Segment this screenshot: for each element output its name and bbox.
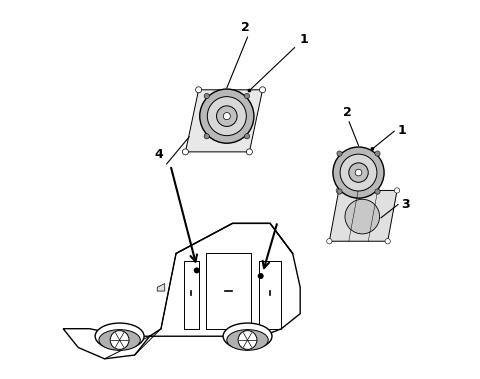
Circle shape: [216, 106, 237, 127]
Ellipse shape: [227, 330, 268, 350]
Ellipse shape: [223, 323, 272, 349]
Circle shape: [204, 134, 209, 139]
FancyArrowPatch shape: [263, 224, 277, 268]
Ellipse shape: [95, 323, 144, 349]
Text: 4: 4: [155, 148, 164, 161]
Polygon shape: [329, 190, 397, 241]
Circle shape: [355, 169, 362, 176]
Circle shape: [375, 189, 380, 194]
Text: 2: 2: [343, 106, 351, 119]
Circle shape: [248, 89, 252, 92]
Circle shape: [337, 151, 342, 156]
Circle shape: [194, 267, 200, 273]
Circle shape: [385, 239, 390, 244]
Circle shape: [207, 97, 246, 136]
Circle shape: [260, 87, 265, 93]
Text: 1: 1: [397, 124, 406, 136]
Text: 2: 2: [241, 22, 250, 34]
Circle shape: [204, 93, 209, 99]
Circle shape: [395, 188, 400, 193]
Circle shape: [244, 134, 250, 139]
Ellipse shape: [99, 330, 140, 350]
Circle shape: [182, 149, 189, 155]
Circle shape: [246, 149, 252, 155]
Circle shape: [345, 199, 380, 234]
Circle shape: [375, 151, 380, 156]
FancyArrowPatch shape: [171, 168, 197, 262]
Circle shape: [258, 273, 264, 279]
Polygon shape: [63, 223, 300, 359]
Circle shape: [244, 93, 250, 99]
Text: 1: 1: [300, 33, 308, 46]
Circle shape: [196, 87, 202, 93]
Circle shape: [337, 189, 342, 194]
Polygon shape: [157, 283, 165, 291]
Text: 3: 3: [401, 198, 409, 211]
Circle shape: [200, 89, 254, 143]
Circle shape: [340, 154, 377, 191]
Circle shape: [203, 102, 243, 142]
Circle shape: [327, 239, 332, 244]
Circle shape: [336, 188, 341, 193]
Circle shape: [371, 147, 374, 151]
Polygon shape: [185, 90, 263, 152]
Circle shape: [110, 330, 129, 349]
Circle shape: [349, 163, 368, 182]
Circle shape: [333, 147, 384, 198]
Circle shape: [223, 113, 230, 120]
Circle shape: [238, 330, 257, 349]
